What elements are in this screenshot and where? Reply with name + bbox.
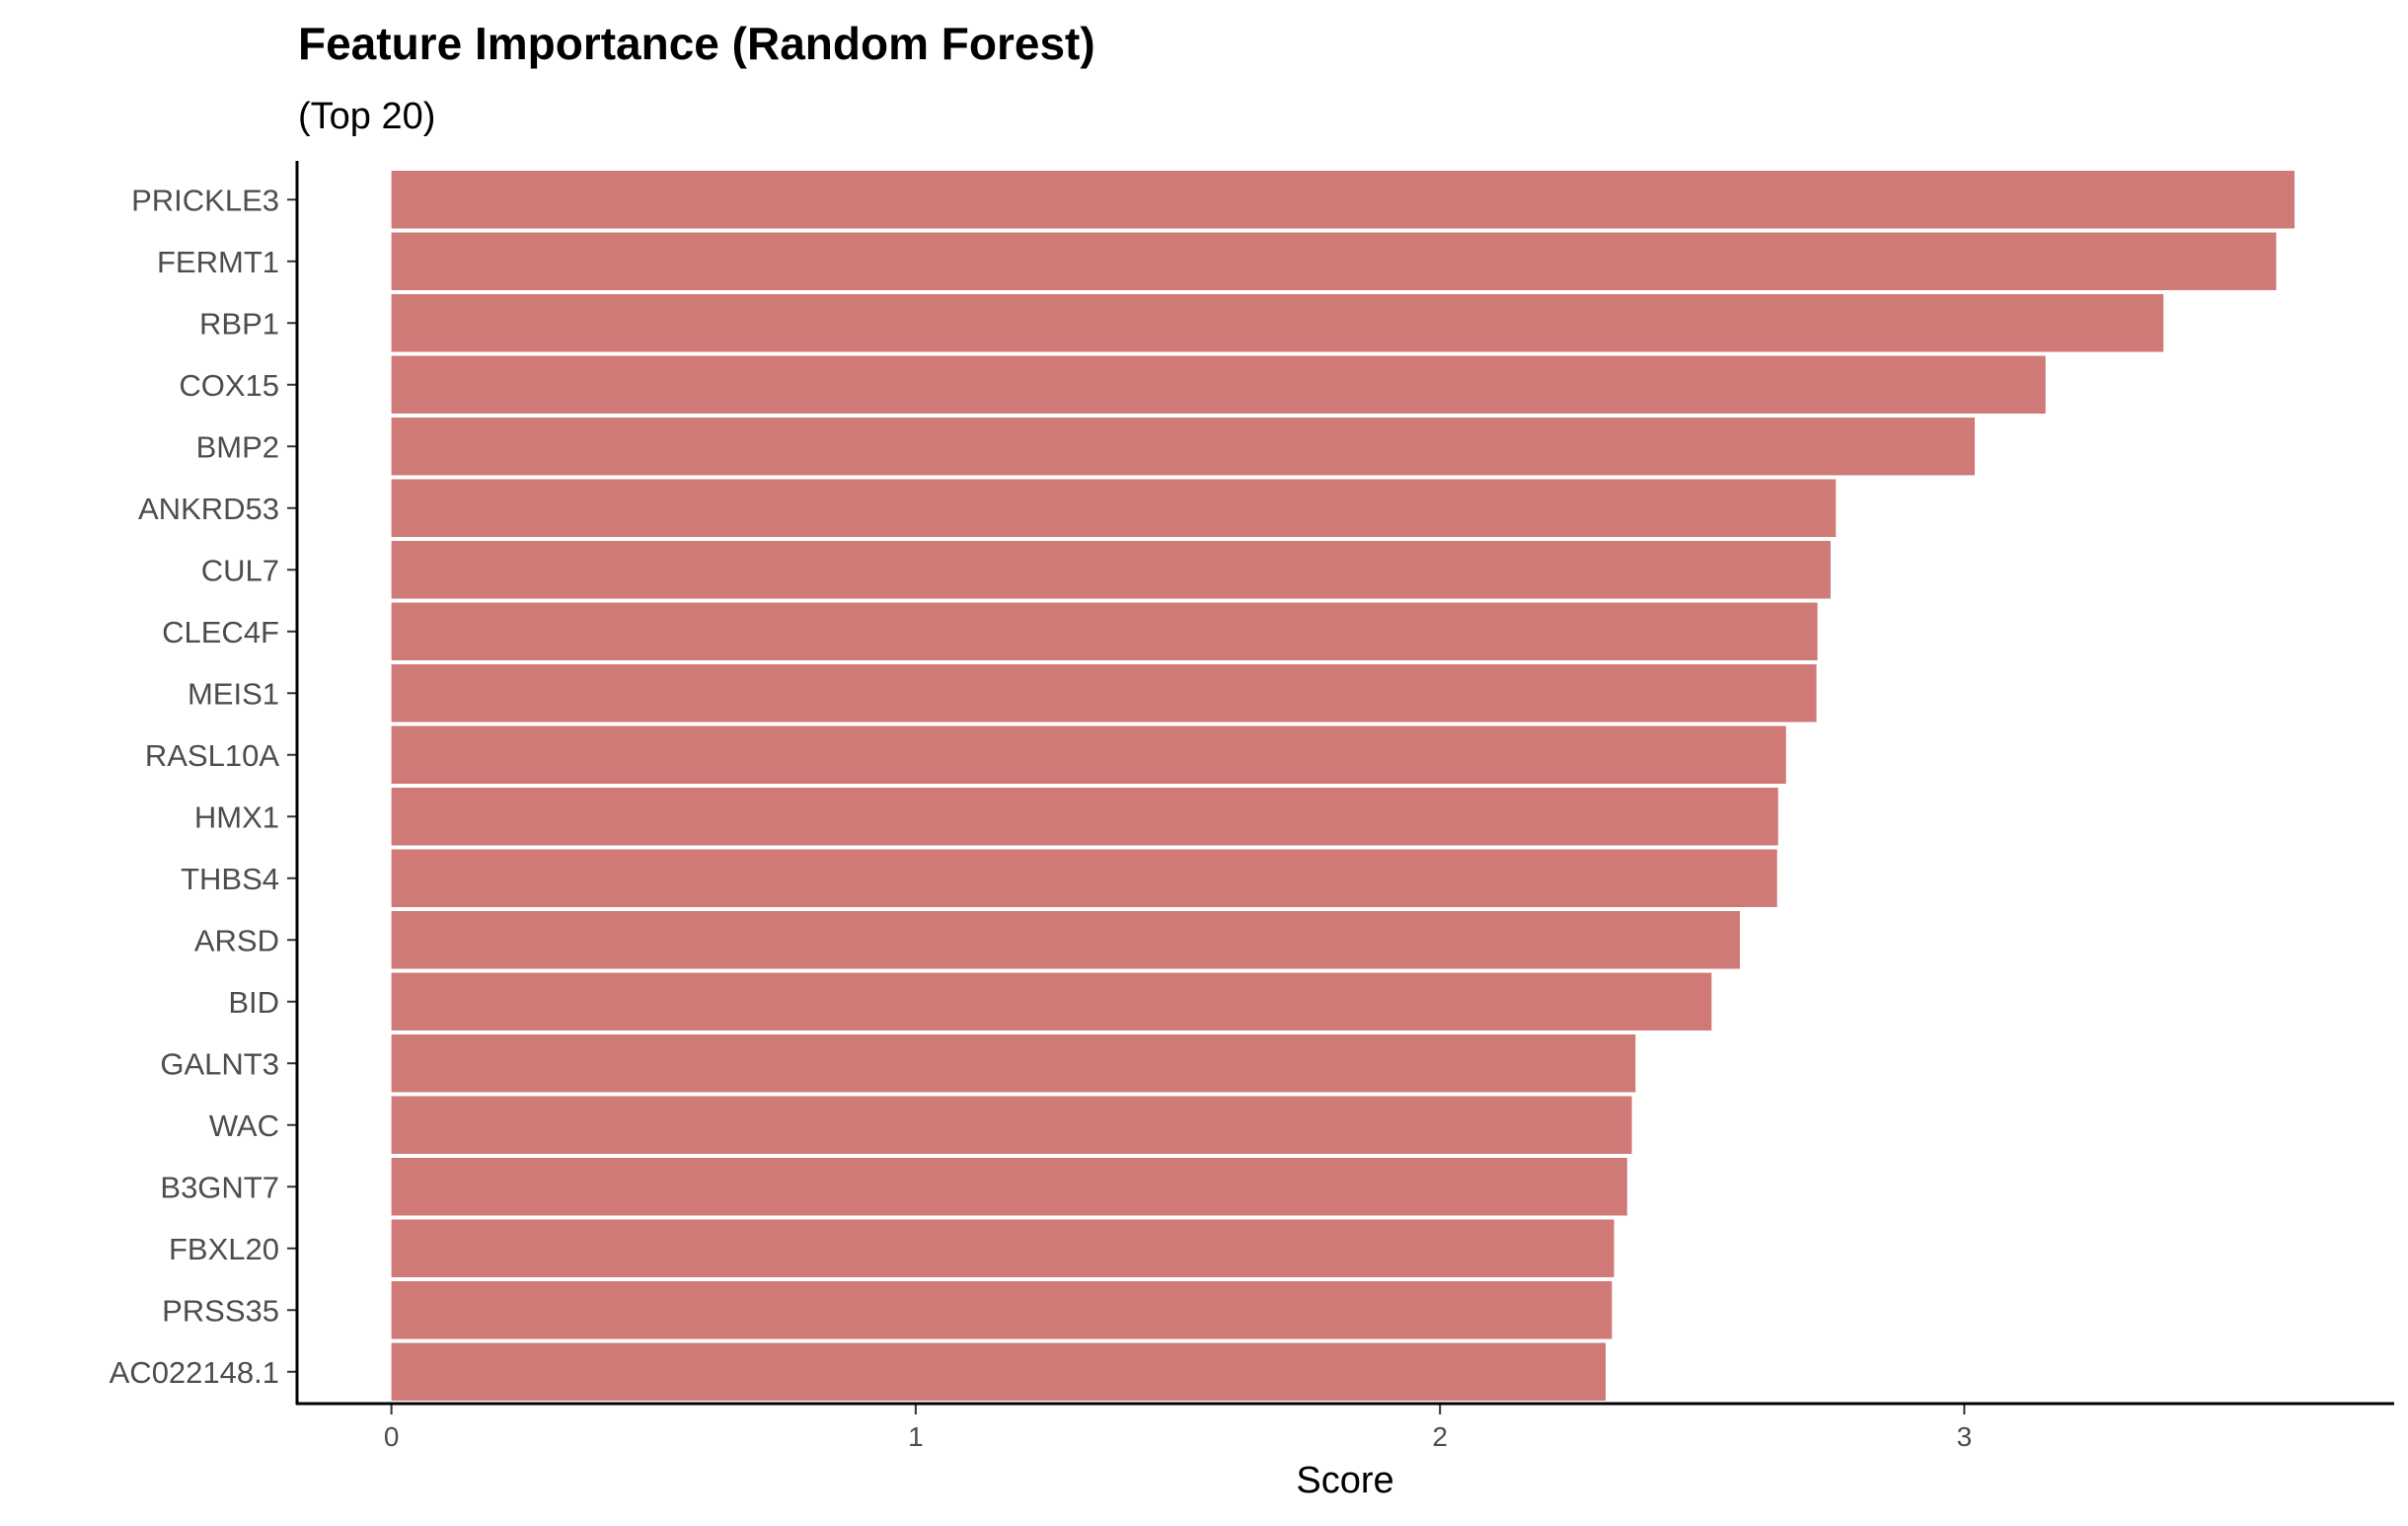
bar-RBP1	[391, 294, 2164, 352]
y-axis-ticks: PRICKLE3 FERMT1 RBP1 COX15 BMP2 ANKRD53 CUL7 CL…	[110, 183, 297, 1390]
bar-GALNT3	[391, 1034, 1636, 1093]
y-tick-label: RASL10A	[145, 738, 279, 773]
y-tick-label: ARSD	[194, 923, 279, 957]
bar-FBXL20	[391, 1219, 1615, 1277]
chart-title: Feature Importance (Random Forest)	[298, 18, 1095, 69]
y-tick-label: COX15	[179, 368, 279, 403]
bar-B3GNT7	[391, 1158, 1627, 1216]
bar-MEIS1	[391, 664, 1817, 723]
y-tick-label: CUL7	[201, 553, 279, 587]
bar-THBS4	[391, 849, 1777, 907]
bar-COX15	[391, 355, 2046, 414]
y-tick-label: ANKRD53	[138, 492, 279, 526]
x-tick-label: 0	[384, 1421, 400, 1452]
y-tick-label: CLEC4F	[162, 615, 279, 649]
chart-subtitle: (Top 20)	[298, 96, 435, 137]
x-tick-label: 2	[1432, 1421, 1448, 1452]
y-tick-label: PRICKLE3	[131, 183, 279, 217]
bar-BID	[391, 972, 1712, 1030]
y-tick-label: FBXL20	[169, 1232, 279, 1266]
x-axis-label: Score	[1296, 1460, 1393, 1501]
bar-ARSD	[391, 911, 1740, 969]
bar-AC022148.1	[391, 1342, 1606, 1401]
bar-CLEC4F	[391, 602, 1818, 660]
bar-FERMT1	[391, 232, 2277, 290]
y-tick-label: PRSS35	[162, 1293, 279, 1328]
y-tick-label: THBS4	[181, 862, 279, 896]
bar-PRICKLE3	[391, 171, 2295, 229]
bar-ANKRD53	[391, 479, 1837, 537]
y-tick-label: HMX1	[194, 800, 279, 834]
bars-group	[391, 171, 2295, 1401]
y-tick-label: AC022148.1	[110, 1355, 279, 1390]
bar-PRSS35	[391, 1281, 1613, 1339]
x-tick-label: 3	[1957, 1421, 1973, 1452]
bar-WAC	[391, 1096, 1632, 1154]
y-tick-label: RBP1	[199, 306, 279, 341]
x-tick-label: 1	[908, 1421, 924, 1452]
y-tick-label: WAC	[209, 1108, 279, 1143]
y-tick-label: BID	[228, 985, 279, 1020]
bar-RASL10A	[391, 725, 1786, 784]
bar-BMP2	[391, 418, 1975, 476]
bar-CUL7	[391, 541, 1831, 599]
x-axis-ticks: 0 1 2 3	[384, 1404, 1972, 1452]
y-tick-label: MEIS1	[188, 676, 279, 711]
y-tick-label: GALNT3	[160, 1046, 279, 1081]
y-tick-label: BMP2	[196, 429, 279, 464]
y-tick-label: FERMT1	[157, 245, 279, 279]
y-tick-label: B3GNT7	[160, 1170, 279, 1204]
bar-HMX1	[391, 788, 1778, 846]
